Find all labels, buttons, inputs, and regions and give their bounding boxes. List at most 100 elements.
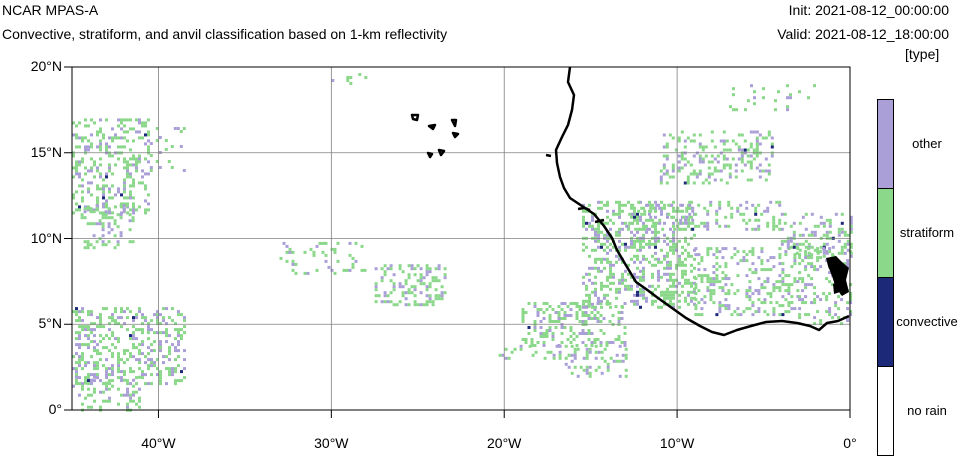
precip-cell [637, 227, 641, 231]
precip-cell [787, 292, 791, 296]
precip-cell [395, 303, 399, 307]
precip-cell [748, 268, 752, 272]
precip-cell [374, 288, 378, 292]
precip-cell [570, 353, 574, 357]
precip-cell [796, 295, 800, 299]
precip-cell [147, 130, 150, 134]
precip-cell [787, 286, 791, 290]
precip-cell [153, 340, 156, 344]
precip-cell [755, 154, 759, 158]
precip-cell [751, 292, 755, 296]
precip-cell [117, 352, 120, 356]
precip-cell [90, 169, 93, 173]
precip-cell [87, 181, 90, 185]
precip-cell [757, 218, 761, 222]
precip-cell [628, 212, 632, 216]
precip-cell [524, 341, 528, 344]
precip-cell [84, 148, 87, 152]
precip-cell [132, 399, 135, 403]
precip-cell [781, 277, 785, 281]
precip-cell [425, 294, 429, 298]
precip-cell [132, 208, 135, 212]
precip-cell [128, 228, 132, 232]
precip-cell [120, 118, 123, 122]
precip-cell [810, 233, 814, 237]
precip-cell [159, 343, 162, 347]
precip-cell [542, 302, 546, 305]
precip-cell [122, 204, 126, 208]
precip-cell [132, 205, 135, 209]
precip-cell [757, 289, 761, 293]
precip-cell [108, 169, 111, 173]
precip-cell [101, 234, 105, 238]
precip-cell [692, 181, 696, 185]
precip-cell [822, 221, 826, 225]
cape-verde-island [451, 131, 460, 139]
precip-cell [149, 169, 153, 172]
precip-cell [597, 365, 601, 369]
precip-cell [659, 178, 663, 182]
precip-cell [75, 375, 78, 379]
precip-cell [813, 316, 817, 320]
precip-cell [543, 356, 547, 360]
precip-cell [665, 172, 669, 176]
precip-cell [158, 136, 162, 139]
precip-cell [709, 277, 713, 281]
precip-cell [603, 293, 606, 297]
precip-cell [180, 379, 183, 383]
precip-cell [825, 230, 829, 234]
precip-cell [651, 275, 654, 279]
precip-cell [687, 290, 690, 294]
precip-cell [431, 279, 435, 283]
precip-cell [665, 181, 669, 185]
precip-cell [687, 224, 690, 228]
precip-cell [89, 222, 93, 226]
precip-cell [754, 289, 758, 293]
precip-cell [87, 375, 90, 379]
precip-cell [639, 248, 642, 252]
precip-cell [183, 358, 186, 362]
precip-cell [551, 335, 555, 338]
precip-cell [588, 350, 592, 354]
precip-cell [594, 293, 597, 297]
precip-cell [126, 382, 129, 386]
precip-cell [150, 319, 153, 323]
precip-cell [686, 175, 690, 179]
precip-cell [126, 390, 129, 394]
precip-cell [749, 145, 753, 149]
precip-cell [594, 350, 598, 354]
precip-cell [533, 320, 537, 323]
precip-cell [81, 355, 84, 359]
precip-cell [150, 349, 153, 353]
precip-cell [539, 332, 543, 335]
precip-cell [715, 256, 719, 260]
precip-cell [599, 314, 603, 317]
precip-cell [769, 295, 773, 299]
precip-cell [621, 305, 624, 309]
precip-cell [141, 373, 144, 377]
precip-cell [663, 257, 666, 261]
precip-cell [72, 193, 75, 197]
precip-cell [162, 319, 165, 323]
precip-cell [389, 279, 393, 283]
precip-cell [755, 130, 759, 134]
volta-convective-cells [826, 256, 849, 296]
precip-cell [105, 375, 108, 379]
precip-cell [624, 347, 628, 351]
precip-cell [763, 280, 767, 284]
precip-cell [597, 221, 600, 225]
precip-cell [712, 289, 716, 293]
precip-cell [706, 250, 710, 254]
precip-cell [593, 314, 597, 317]
precip-cell [740, 154, 744, 158]
precip-cell [135, 169, 138, 173]
precip-cell [749, 142, 753, 146]
precip-cell [111, 364, 114, 368]
precip-cell [810, 265, 814, 269]
precip-cell [155, 139, 159, 142]
precip-cell [349, 76, 353, 79]
precip-cell [673, 227, 677, 231]
precip-cell [623, 344, 627, 347]
precip-cell [563, 311, 567, 314]
precip-cell [651, 203, 654, 207]
